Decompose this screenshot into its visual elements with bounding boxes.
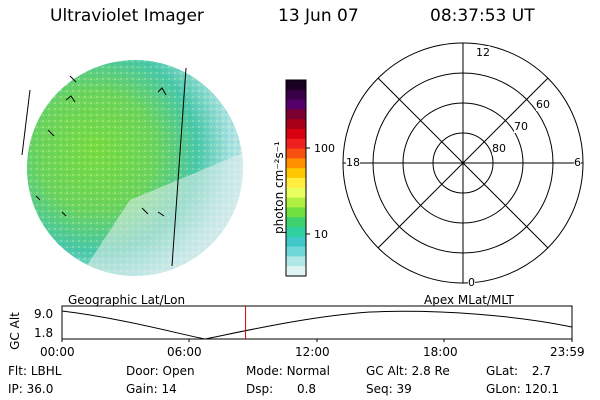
orbit-y-tick-low: 1.8	[34, 326, 54, 340]
colorbar-cell	[286, 148, 306, 159]
orbit-x-tick-0000: 00:00	[40, 345, 75, 359]
colorbar-cell	[286, 178, 306, 189]
orbit-plot-frame	[61, 305, 573, 340]
orbit-left-caption: Geographic Lat/Lon	[68, 293, 186, 307]
lat-label-70: 70	[514, 120, 528, 133]
mlt-label-0: 0	[468, 276, 475, 289]
orbit-x-tick-1200: 12:00	[295, 345, 330, 359]
status-gc-alt: GC Alt: 2.8 Re	[366, 364, 450, 378]
colorbar-cell	[286, 217, 306, 228]
colorbar-cell	[286, 80, 306, 91]
colorbar-cell	[286, 168, 306, 179]
time-label: 08:37:53 UT	[430, 6, 535, 26]
colorbar-cell	[286, 138, 306, 150]
colorbar-tick-10: 10	[314, 228, 328, 241]
instrument-title: Ultraviolet Imager	[50, 6, 204, 26]
mlt-label-12: 12	[476, 46, 490, 59]
status-filter: Flt: LBHL	[8, 364, 62, 378]
status-glat: GLat: 2.7	[486, 364, 552, 378]
colorbar-cell	[286, 129, 306, 140]
colorbar-cell	[286, 197, 306, 208]
orbit-right-caption: Apex MLat/MLT	[424, 293, 514, 307]
mlt-label-18: 18	[346, 156, 360, 169]
colorbar-cell	[286, 207, 306, 218]
colorbar-cell	[286, 256, 306, 267]
orbit-altitude-curve	[61, 310, 573, 340]
colorbar-cell	[286, 119, 306, 130]
colorbar-tick-100: 100	[314, 142, 335, 155]
colorbar-cell	[286, 99, 306, 110]
colorbar-cell	[286, 89, 306, 101]
limb-line	[21, 89, 31, 156]
status-glon: GLon: 120.1	[486, 382, 559, 396]
status-mode: Mode: Normal	[246, 364, 330, 378]
status-seq: Seq: 39	[366, 382, 412, 396]
colorbar-cell	[286, 109, 306, 120]
status-door: Door: Open	[126, 364, 195, 378]
colorbar-cell	[286, 266, 306, 277]
lat-label-80: 80	[492, 142, 506, 155]
mlt-label-6: 6	[574, 156, 581, 169]
colorbar-cell	[286, 187, 306, 199]
colorbar-cell	[286, 158, 306, 169]
colorbar-cell	[286, 227, 306, 238]
orbit-x-tick-0600: 06:00	[167, 345, 202, 359]
status-gain: Gain: 14	[126, 382, 177, 396]
status-ip: IP: 36.0	[8, 382, 54, 396]
colorbar-cell	[286, 236, 306, 248]
status-dsp: Dsp: 0.8	[246, 382, 317, 396]
lat-label-60: 60	[536, 98, 550, 111]
colorbar-cell	[286, 246, 306, 257]
date-label: 13 Jun 07	[278, 6, 359, 26]
orbit-y-tick-high: 9.0	[34, 307, 54, 321]
orbit-x-tick-1800: 18:00	[423, 345, 458, 359]
orbit-x-tick-2359: 23:59	[550, 345, 585, 359]
terminator-line	[171, 67, 187, 267]
